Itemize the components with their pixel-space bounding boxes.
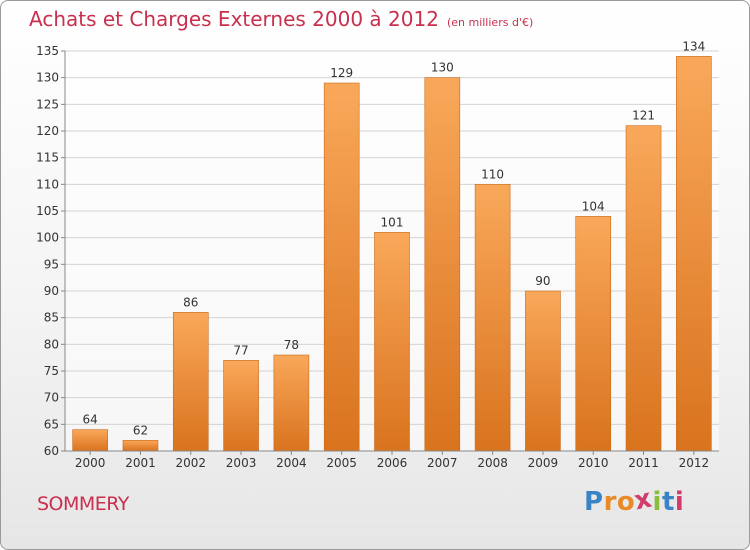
bar-2007	[424, 77, 461, 452]
data-label-2008: 110	[481, 167, 504, 181]
y-tick-label: 95	[44, 257, 59, 271]
logo-letter: i	[674, 487, 685, 517]
x-tick-label: 2000	[75, 456, 106, 470]
data-label-2002: 86	[183, 295, 198, 309]
y-tick-label: 60	[44, 444, 59, 458]
bar-2011	[625, 125, 662, 452]
x-tick-label: 2004	[276, 456, 307, 470]
chart-subtitle: (en milliers d'€)	[446, 16, 534, 29]
commune-name: SOMMERY	[37, 493, 129, 515]
logo-letter: r	[603, 487, 617, 517]
bar-2012	[676, 56, 712, 452]
y-tick-label: 115	[36, 151, 59, 165]
data-label-2012: 134	[682, 39, 705, 53]
bar-2008	[474, 184, 511, 452]
data-label-2004: 78	[284, 338, 299, 352]
data-label-2011: 121	[632, 109, 655, 123]
x-tick-label: 2003	[226, 456, 257, 470]
logo-letter: t	[661, 487, 675, 517]
data-label-2007: 130	[431, 61, 454, 75]
x-tick-label: 2012	[679, 456, 710, 470]
y-tick-label: 75	[44, 364, 59, 378]
x-tick-label: 2001	[125, 456, 156, 470]
logo-letter: P	[584, 487, 604, 517]
x-tick-label: 2005	[326, 456, 357, 470]
bar-2003	[223, 360, 259, 452]
data-label-2006: 101	[381, 215, 404, 229]
data-label-2005: 129	[330, 66, 353, 80]
bar-layer	[72, 56, 712, 452]
bar-2009	[525, 290, 561, 452]
bar-2010	[575, 216, 612, 452]
y-tick-label: 80	[44, 337, 59, 351]
data-label-2001: 62	[133, 423, 148, 437]
data-label-2003: 77	[233, 343, 248, 357]
y-tick-label: 105	[36, 204, 59, 218]
y-tick-label: 100	[36, 231, 59, 245]
data-label-2009: 90	[535, 274, 550, 288]
x-tick-label: 2006	[377, 456, 408, 470]
y-tick-label: 90	[44, 284, 59, 298]
bar-2001	[122, 440, 159, 452]
x-tick-label: 2008	[477, 456, 508, 470]
y-tick-label: 65	[44, 417, 59, 431]
y-tick-label: 130	[36, 71, 59, 85]
logo-letter: o	[616, 487, 636, 517]
title-text: Achats et Charges Externes 2000 à 2012	[29, 7, 439, 31]
bar-2000	[72, 429, 108, 452]
bar-2002	[172, 312, 209, 452]
y-tick-label: 135	[36, 44, 59, 58]
chart-title: Achats et Charges Externes 2000 à 2012 (e…	[29, 7, 533, 31]
y-tick-label: 70	[44, 391, 59, 405]
x-tick-label: 2002	[175, 456, 206, 470]
x-tick-label: 2009	[528, 456, 559, 470]
logo-letter: i	[652, 487, 662, 517]
data-label-2010: 104	[582, 199, 605, 213]
label-layer: 64 62 86 77 78 129 101 130 110 90 104 121 134	[83, 39, 706, 437]
x-tick-label: 2007	[427, 456, 458, 470]
x-tick-label: 2011	[628, 456, 659, 470]
bar-2005	[323, 82, 360, 452]
data-label-2000: 64	[83, 413, 98, 427]
y-tick-label: 125	[36, 97, 59, 111]
axis-layer: 60 65 70 75 80 85 90 95 100 105 110 115 120 125 130 135…	[36, 44, 719, 470]
bar-2004	[273, 354, 310, 452]
proxiti-logo[interactable]: Proxiti	[584, 484, 685, 517]
y-tick-label: 110	[36, 177, 59, 191]
y-tick-label: 85	[44, 311, 59, 325]
bar-2006	[374, 232, 410, 452]
x-tick-label: 2010	[578, 456, 609, 470]
y-tick-label: 120	[36, 124, 59, 138]
